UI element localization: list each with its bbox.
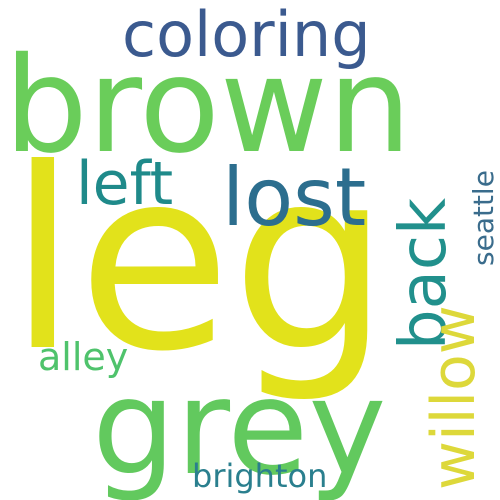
word-left: left [76, 149, 174, 219]
word-seattle: seattle [467, 170, 500, 266]
word-brown: brown [4, 29, 412, 183]
word-alley: alley [38, 335, 129, 379]
word-brighton: brighton [192, 457, 328, 495]
word-willow: willow [419, 305, 489, 490]
word-coloring: coloring [122, 0, 371, 71]
word-leg: leg [8, 115, 390, 406]
word-grey: grey [92, 351, 387, 500]
word-lost: lost [222, 151, 367, 244]
